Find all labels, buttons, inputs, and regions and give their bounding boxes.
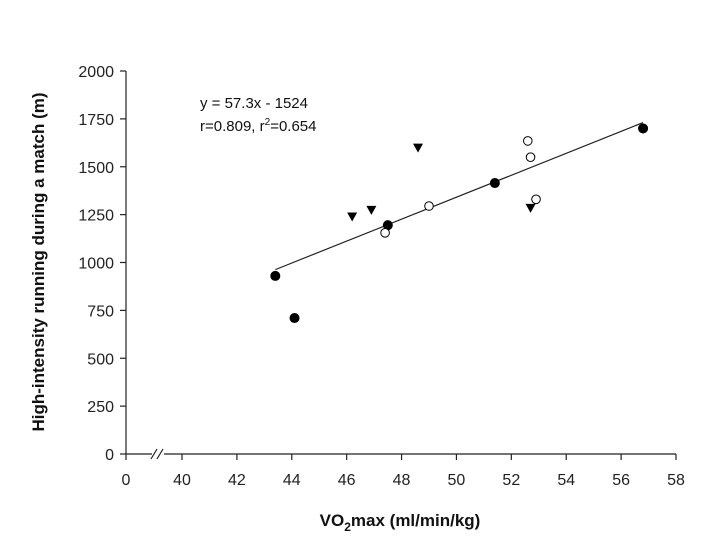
data-point-triangle	[525, 203, 536, 213]
x-tick-label: 54	[557, 472, 575, 489]
axis-break-mark	[150, 448, 158, 460]
stats-label-sup: 2	[265, 117, 271, 128]
x-axis-title-post: max (ml/min/kg)	[351, 511, 480, 530]
y-tick-label: 0	[105, 447, 114, 464]
y-tick-label: 250	[87, 399, 114, 416]
data-point-open-circle	[424, 201, 434, 211]
data-point-open-circle	[525, 152, 536, 162]
regression-annotation: y = 57.3x - 1524 r=0.809, r2=0.654	[200, 95, 316, 135]
equation-label: y = 57.3x - 1524	[200, 95, 308, 112]
x-tick-label: 42	[228, 472, 246, 489]
x-tick-label: 48	[393, 472, 411, 489]
x-tick-label: 58	[667, 472, 685, 489]
x-tick-label: 50	[448, 472, 466, 489]
x-tick-label: 52	[502, 472, 520, 489]
data-point-filled-circle	[289, 313, 300, 324]
y-tick-label: 500	[87, 351, 114, 368]
x-tick-label: 46	[338, 472, 356, 489]
y-axis-title: High-intensity running during a match (m…	[29, 92, 48, 431]
y-tick-label: 2000	[78, 64, 114, 81]
data-point-open-circle	[531, 194, 541, 205]
data-point-triangle	[347, 212, 358, 222]
stats-label-pre: r=0.809, r	[200, 118, 265, 135]
y-tick-label: 750	[87, 303, 114, 320]
x-tick-label: 44	[283, 472, 301, 489]
x-axis-title-sub: 2	[344, 520, 351, 534]
y-tick-label: 1500	[78, 160, 114, 177]
stats-label-post: =0.654	[270, 118, 316, 135]
data-point-filled-circle	[638, 123, 649, 134]
axes	[120, 70, 677, 460]
axis-break-mark	[156, 448, 164, 460]
y-tick-label: 1000	[78, 256, 114, 273]
y-tick-label: 1250	[78, 208, 114, 225]
x-tick-label: 0	[122, 472, 131, 489]
regression-line	[275, 122, 644, 271]
data-point-triangle	[413, 143, 424, 153]
x-tick-label: 40	[173, 472, 191, 489]
x-axis-title-pre: VO	[320, 511, 345, 530]
data-point-open-circle	[380, 228, 390, 238]
data-points	[270, 122, 649, 324]
x-axis-title: VO2max (ml/min/kg)	[320, 511, 481, 534]
data-point-filled-circle	[270, 270, 281, 281]
stats-label: r=0.809, r2=0.654	[200, 117, 316, 135]
y-tick-label: 1750	[78, 112, 114, 129]
data-point-open-circle	[523, 136, 533, 146]
x-tick-label: 56	[612, 472, 630, 489]
data-point-triangle	[366, 205, 377, 215]
data-point-filled-circle	[489, 178, 500, 189]
